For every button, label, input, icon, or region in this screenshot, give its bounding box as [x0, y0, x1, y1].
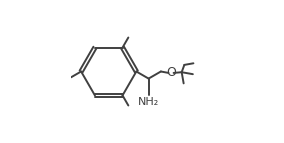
Text: O: O [166, 66, 176, 79]
Text: NH₂: NH₂ [138, 97, 159, 107]
